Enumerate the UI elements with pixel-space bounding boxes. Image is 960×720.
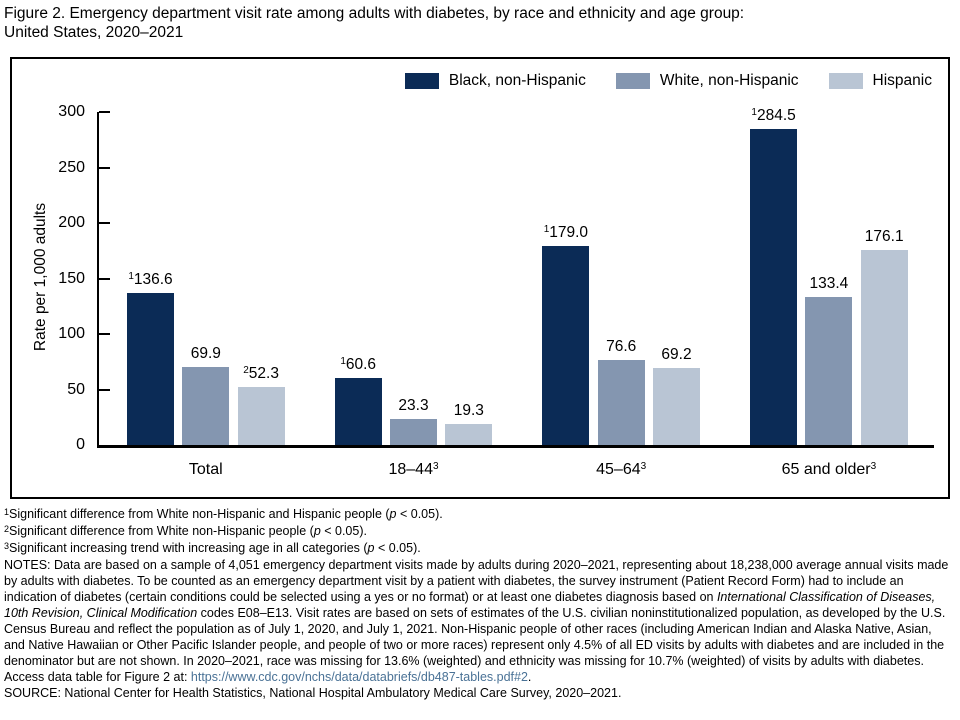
bar-value-label: 19.3 bbox=[453, 401, 484, 419]
legend-label: White, non-Hispanic bbox=[659, 72, 799, 89]
data-table-link[interactable]: https://www.cdc.gov/nchs/data/databriefs… bbox=[190, 670, 528, 684]
legend-label: Black, non-Hispanic bbox=[448, 72, 586, 89]
y-tick-label: 200 bbox=[58, 214, 85, 231]
x-axis-category-label: 18–443 bbox=[388, 461, 439, 478]
chart-container: Black, non-Hispanic White, non-Hispanic Hi… bbox=[10, 57, 950, 499]
text-segment: Significant difference from White non-Hi… bbox=[9, 524, 314, 538]
italic-text: p bbox=[367, 541, 375, 555]
plot-area: 0 50 100 150 200 250 300 1136.6 160.6 1179.0 1284.… bbox=[12, 59, 948, 497]
text-segment: SOURCE: National Center for Health Stati… bbox=[4, 686, 622, 700]
footnote-1: 1Significant difference from White non-H… bbox=[4, 506, 954, 523]
y-axis-line bbox=[97, 112, 99, 448]
bar-value-label: 69.2 bbox=[661, 346, 692, 364]
legend-swatch-icon bbox=[828, 73, 863, 89]
bar-value-label: 1284.5 bbox=[751, 107, 796, 125]
text-segment: < 0.05). bbox=[396, 507, 443, 521]
y-tick-mark bbox=[99, 333, 110, 335]
x-axis-category-label: 45–643 bbox=[596, 461, 647, 478]
bar-value-label: 1136.6 bbox=[128, 271, 173, 289]
italic-text: p bbox=[389, 507, 397, 521]
bar-white-non-hispanic-total bbox=[182, 367, 230, 445]
bar-value-label: 160.6 bbox=[340, 355, 377, 373]
bar-value-label: 133.4 bbox=[809, 274, 849, 292]
bar-hispanic-45-64 bbox=[653, 368, 700, 445]
bar-value-label: 176.1 bbox=[864, 227, 904, 245]
bar-hispanic-18-44 bbox=[445, 423, 493, 445]
bar-white-non-hispanic-65-and-older bbox=[805, 296, 853, 445]
footnote-3: 3Significant increasing trend with incre… bbox=[4, 540, 954, 557]
category-superscript: 3 bbox=[640, 461, 647, 472]
bar-white-non-hispanic-45-64 bbox=[597, 359, 645, 445]
significance-superscript: 1 bbox=[128, 271, 134, 283]
y-tick-label: 100 bbox=[58, 325, 85, 342]
category-superscript: 3 bbox=[870, 461, 877, 472]
legend-item-hispanic: Hispanic bbox=[828, 72, 932, 90]
legend-label: Hispanic bbox=[872, 72, 932, 89]
chart-legend: Black, non-Hispanic White, non-Hispanic Hi… bbox=[404, 72, 932, 90]
text-segment: Significant increasing trend with increa… bbox=[9, 541, 368, 555]
text-segment: Significant difference from White non-Hi… bbox=[9, 507, 390, 521]
significance-superscript: 1 bbox=[543, 224, 550, 236]
significance-superscript: 2 bbox=[243, 364, 249, 376]
bar-value-label: 76.6 bbox=[606, 337, 637, 355]
y-tick-mark bbox=[99, 111, 110, 113]
text-segment: < 0.05). bbox=[320, 524, 367, 538]
significance-superscript: 1 bbox=[751, 107, 757, 119]
bar-white-non-hispanic-18-44 bbox=[390, 419, 437, 445]
category-superscript: 3 bbox=[432, 461, 439, 472]
bar-black-non-hispanic-45-64 bbox=[542, 246, 590, 445]
legend-swatch-icon bbox=[404, 73, 439, 89]
bar-hispanic-65-and-older bbox=[860, 249, 908, 445]
figure-footer: 1Significant difference from White non-H… bbox=[4, 506, 954, 701]
y-tick-label: 250 bbox=[58, 158, 85, 176]
y-tick-mark bbox=[99, 277, 110, 280]
y-tick-mark bbox=[99, 166, 110, 169]
bar-value-label: 69.9 bbox=[190, 345, 221, 363]
bar-black-non-hispanic-total bbox=[127, 293, 174, 445]
x-axis-category-label: Total bbox=[188, 461, 223, 478]
significance-superscript: 1 bbox=[340, 355, 346, 367]
legend-item-white-non-hispanic: White, non-Hispanic bbox=[615, 72, 799, 90]
bar-value-label: 1179.0 bbox=[543, 224, 589, 242]
source-text: SOURCE: National Center for Health Stati… bbox=[4, 685, 954, 701]
figure-title-line1: Figure 2. Emergency department visit rat… bbox=[4, 5, 745, 22]
y-tick-label: 50 bbox=[67, 380, 85, 398]
bar-black-non-hispanic-18-44 bbox=[334, 377, 382, 445]
bar-hispanic-total bbox=[237, 386, 285, 445]
y-tick-mark bbox=[99, 388, 110, 391]
text-segment: < 0.05). bbox=[374, 541, 421, 555]
notes-text: NOTES: Data are based on a sample of 4,0… bbox=[4, 557, 954, 685]
footnote-2: 2Significant difference from White non-H… bbox=[4, 523, 954, 540]
italic-text: p bbox=[313, 524, 321, 538]
bar-black-non-hispanic-65-and-older bbox=[750, 129, 798, 445]
figure-title: Figure 2. Emergency department visit rat… bbox=[4, 4, 744, 42]
text-segment: codes E08–E13. Visit rates are based on … bbox=[4, 606, 946, 684]
x-axis-category-label: 65 and older3 bbox=[781, 461, 877, 478]
bar-value-label: 252.3 bbox=[243, 364, 279, 382]
italic-text: International Classification of Diseases… bbox=[4, 590, 936, 620]
y-tick-mark bbox=[99, 222, 110, 224]
x-axis-line bbox=[97, 445, 934, 448]
footnote-superscript: 3 bbox=[4, 541, 10, 551]
y-tick-label: 300 bbox=[58, 103, 85, 120]
y-tick-label: 0 bbox=[76, 436, 85, 453]
footnote-superscript: 1 bbox=[4, 507, 10, 517]
text-segment: . bbox=[527, 670, 532, 684]
bar-value-label: 23.3 bbox=[398, 397, 429, 415]
figure-title-line2: United States, 2020–2021 bbox=[4, 24, 184, 41]
legend-swatch-icon bbox=[615, 73, 650, 89]
text-segment: NOTES: Data are based on a sample of 4,0… bbox=[4, 558, 949, 604]
legend-item-black-non-hispanic: Black, non-Hispanic bbox=[404, 72, 586, 90]
y-tick-label: 150 bbox=[58, 269, 85, 287]
footnote-superscript: 2 bbox=[4, 524, 10, 534]
